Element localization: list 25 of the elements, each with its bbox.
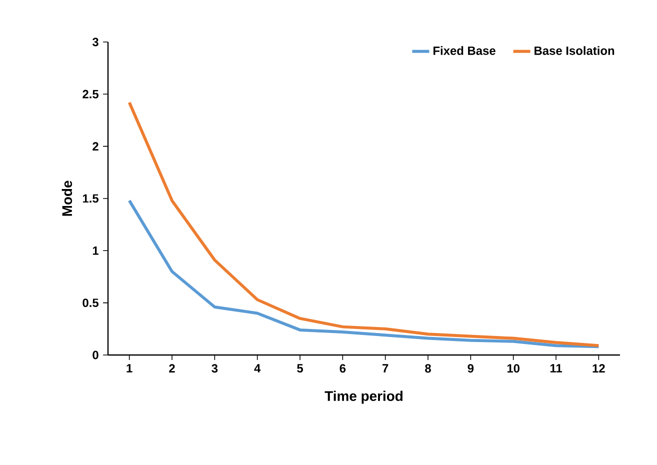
y-axis-title: Mode	[62, 180, 72, 216]
line-series	[128, 101, 600, 348]
x-tick-label: 2	[169, 364, 175, 372]
y-tick-label: 3	[92, 38, 98, 46]
x-tick-label: 5	[297, 364, 303, 372]
x-tick-label: 4	[254, 364, 261, 372]
x-tick-label: 7	[382, 364, 388, 372]
x-tick-label: 9	[468, 364, 474, 373]
x-tick-label: 10	[507, 364, 520, 373]
y-tick-label: 0.5	[82, 298, 99, 308]
y-tick-label: 1.5	[82, 194, 99, 203]
x-tick-label: 6	[340, 364, 346, 373]
y-tick-label: 0	[92, 350, 98, 360]
y-tick-label: 1	[92, 246, 99, 255]
y-tick-label: 2	[92, 142, 98, 150]
line-series	[128, 199, 600, 348]
y-tick-label: 2.5	[82, 90, 99, 98]
x-tick-label: 12	[592, 364, 605, 372]
x-tick-label: 8	[425, 364, 431, 373]
x-tick-label: 11	[550, 364, 562, 372]
x-tick-label: 1	[126, 364, 132, 372]
x-axis-title: Time period	[324, 390, 402, 404]
legend-label: Fixed Base	[434, 46, 496, 55]
legend-label: Base Isolation	[534, 46, 614, 55]
x-tick-label: 3	[212, 364, 218, 373]
